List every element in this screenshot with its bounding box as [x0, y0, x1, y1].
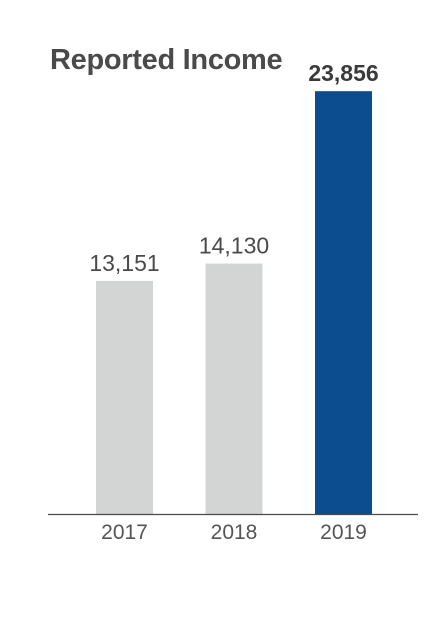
x-tick-label-2018: 2018	[211, 521, 258, 544]
data-label-2017: 13,151	[89, 250, 159, 276]
data-label-2019: 23,856	[308, 60, 378, 86]
chart-title: Reported Income	[50, 44, 283, 76]
bar-2018	[205, 263, 263, 514]
x-tick-label-2019: 2019	[320, 521, 367, 544]
x-tick-label-2017: 2017	[101, 521, 148, 544]
data-label-2018: 14,130	[199, 233, 269, 259]
bar-2019	[315, 91, 372, 514]
bar-2017	[96, 280, 153, 514]
